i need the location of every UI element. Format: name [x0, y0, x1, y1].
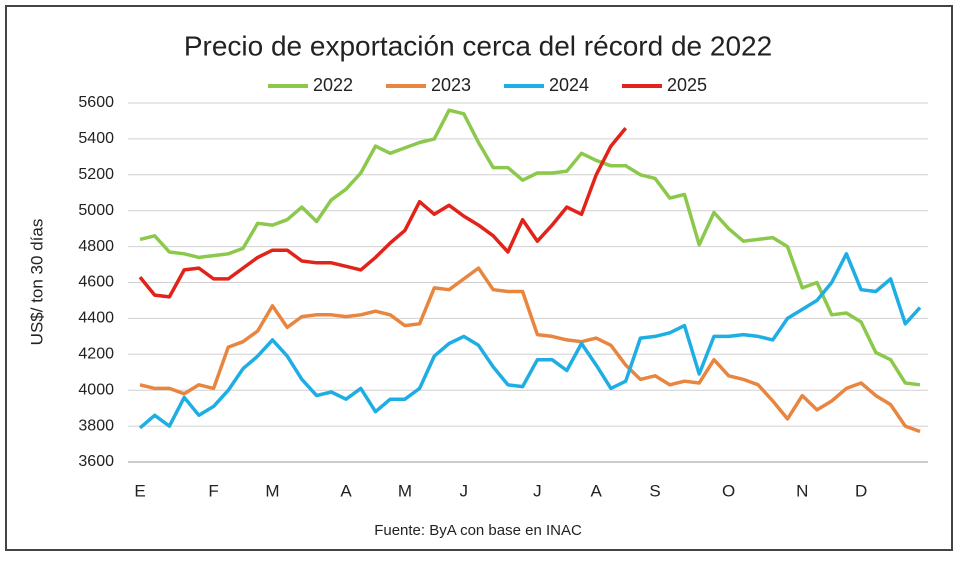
series-line: [138, 126, 628, 299]
x-tick-label: A: [591, 481, 603, 500]
y-axis-label: US$/ ton 30 días: [27, 219, 46, 346]
y-tick-label: 4400: [78, 310, 114, 327]
y-tick-label: 3800: [78, 417, 114, 434]
y-tick-label: 5400: [78, 130, 114, 147]
x-tick-label: S: [649, 481, 660, 500]
x-tick-label: F: [208, 481, 218, 500]
y-tick-label: 5600: [78, 94, 114, 111]
y-tick-label: 4000: [78, 381, 114, 398]
x-tick-label: E: [134, 481, 145, 500]
y-tick-label: 4200: [78, 346, 114, 363]
chart-border: [5, 5, 953, 551]
y-tick-label: 3600: [78, 453, 114, 470]
source-note: Fuente: ByA con base en INAC: [374, 522, 582, 539]
x-tick-label: N: [796, 481, 808, 500]
series-line: [138, 252, 922, 430]
chart-title: Precio de exportación cerca del récord d…: [184, 30, 772, 61]
legend-label: 2023: [431, 75, 471, 95]
x-tick-label: D: [855, 481, 867, 500]
legend-label: 2024: [549, 75, 589, 95]
x-tick-label: O: [722, 481, 735, 500]
y-tick-label: 5000: [78, 202, 114, 219]
y-tick-label: 5200: [78, 166, 114, 183]
legend-label: 2025: [667, 75, 707, 95]
series-line: [139, 108, 921, 387]
x-tick-label: M: [398, 481, 412, 500]
x-tick-label: J: [460, 481, 469, 500]
x-tick-label: A: [340, 481, 352, 500]
x-tick-label: M: [265, 481, 279, 500]
y-tick-label: 4600: [78, 274, 114, 291]
series-line: [139, 266, 921, 434]
x-tick-label: J: [533, 481, 542, 500]
y-tick-label: 4800: [78, 238, 114, 255]
legend-label: 2022: [313, 75, 353, 95]
